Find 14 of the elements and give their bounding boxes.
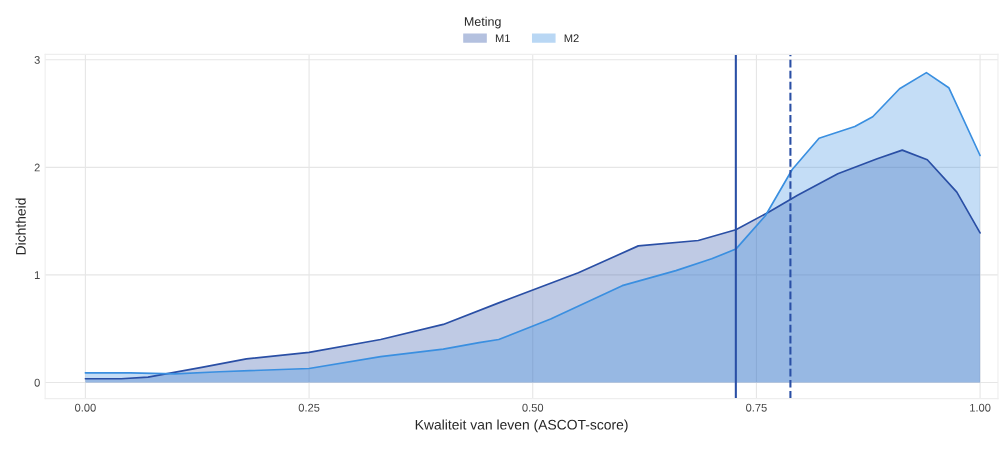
y-axis-title: Dichtheid — [15, 198, 26, 255]
y-tick-label: 0 — [34, 378, 40, 387]
x-axis-title: Kwaliteit van leven (ASCOT-score) — [415, 419, 628, 433]
y-tick-label: 2 — [34, 163, 40, 172]
x-tick-label: 0.00 — [75, 403, 96, 412]
x-tick-label: 1.00 — [970, 403, 991, 412]
x-tick-label: 0.75 — [746, 403, 767, 412]
legend-title: Meting — [464, 16, 501, 29]
y-tick-label: 1 — [34, 271, 40, 279]
legend-label: M2 — [564, 34, 579, 43]
y-tick-label: 3 — [34, 56, 40, 64]
legend-label: M1 — [495, 34, 510, 43]
x-tick-label: 0.25 — [298, 403, 320, 412]
x-tick-label: 0.50 — [522, 403, 544, 412]
